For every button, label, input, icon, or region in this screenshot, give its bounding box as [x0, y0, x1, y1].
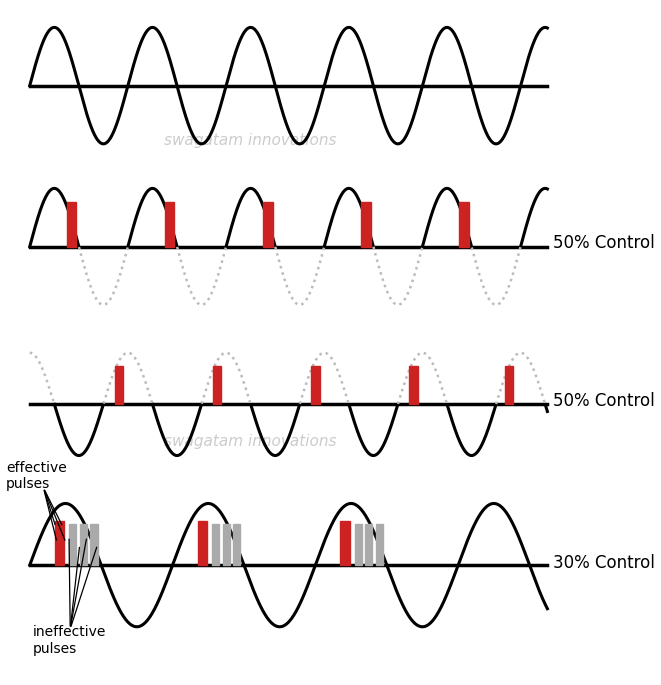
Bar	[165, 202, 175, 247]
Bar	[55, 521, 64, 565]
Bar	[409, 366, 418, 404]
Bar	[366, 524, 372, 565]
Bar	[223, 524, 229, 565]
Bar	[263, 202, 272, 247]
Bar	[67, 202, 76, 247]
Text: 30% Control: 30% Control	[553, 554, 655, 572]
Bar	[340, 521, 350, 565]
Text: 50% Control: 50% Control	[553, 392, 655, 410]
Text: swagatam innovations: swagatam innovations	[164, 434, 336, 449]
Text: swagatam innovations: swagatam innovations	[164, 133, 336, 148]
Bar	[115, 366, 123, 404]
Bar	[80, 524, 87, 565]
Bar	[376, 524, 383, 565]
Text: effective
pulses: effective pulses	[6, 461, 67, 491]
Text: ineffective
pulses: ineffective pulses	[33, 625, 106, 656]
Bar	[459, 202, 469, 247]
Text: 50% Control: 50% Control	[553, 234, 655, 252]
Bar	[233, 524, 241, 565]
Bar	[198, 521, 207, 565]
Bar	[212, 524, 219, 565]
Bar	[91, 524, 98, 565]
Bar	[213, 366, 221, 404]
Bar	[354, 524, 362, 565]
Bar	[69, 524, 76, 565]
Bar	[311, 366, 319, 404]
Bar	[504, 366, 513, 404]
Bar	[361, 202, 371, 247]
